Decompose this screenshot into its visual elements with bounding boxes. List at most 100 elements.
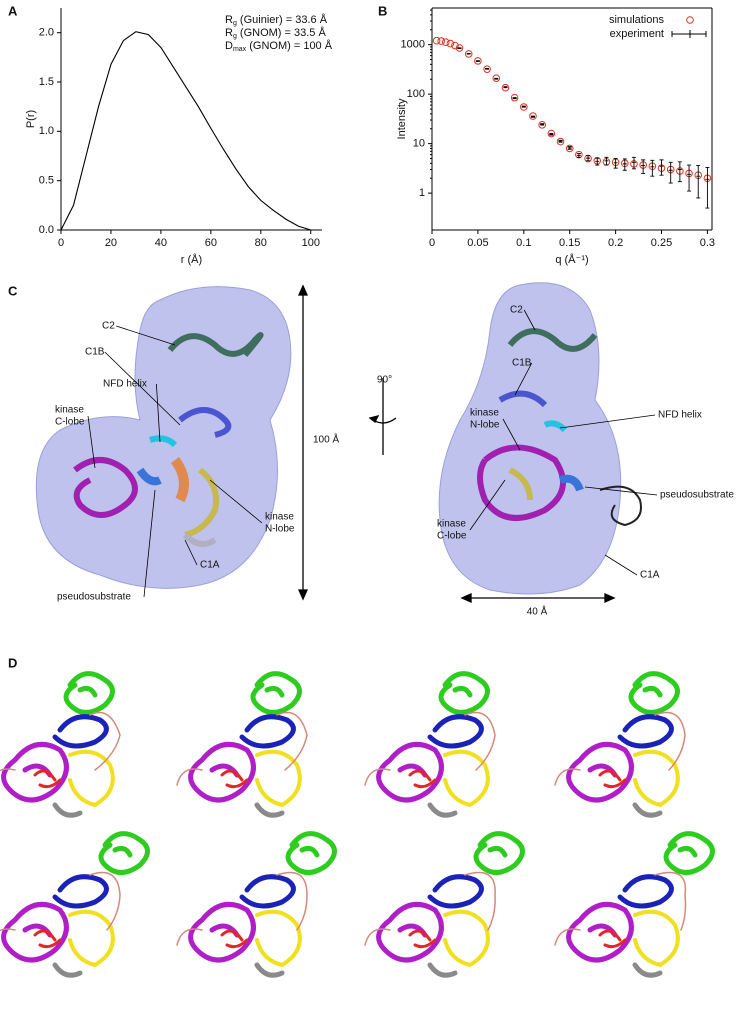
structure-label: N-lobe bbox=[265, 524, 295, 535]
ribbon bbox=[254, 962, 285, 978]
y-tick-label: 10 bbox=[413, 138, 425, 150]
ribbon bbox=[220, 929, 249, 949]
x-axis-label: r (Å) bbox=[181, 253, 202, 266]
ribbon bbox=[554, 711, 686, 786]
ribbon-right bbox=[477, 328, 642, 527]
leader-line bbox=[104, 351, 181, 426]
ribbon bbox=[617, 714, 674, 749]
structure-label: NFD helix bbox=[103, 379, 147, 390]
scale-label: 40 Å bbox=[527, 605, 548, 618]
ribbon bbox=[52, 802, 83, 818]
ensemble-model bbox=[176, 831, 337, 978]
ribbon bbox=[364, 871, 496, 946]
ribbon-left bbox=[73, 332, 264, 547]
ribbon bbox=[598, 769, 627, 789]
legend-marker bbox=[671, 30, 707, 38]
y-tick-label: 1.5 bbox=[39, 76, 54, 88]
ribbon bbox=[443, 909, 490, 968]
experiment-errorbar bbox=[549, 132, 554, 136]
ribbon bbox=[254, 802, 285, 818]
panel-label: D bbox=[8, 655, 17, 670]
panel-label: C bbox=[8, 283, 18, 298]
ribbon bbox=[632, 962, 663, 978]
ribbon bbox=[427, 962, 458, 978]
ribbon bbox=[427, 714, 484, 749]
panel-d-structures bbox=[0, 671, 715, 978]
annotation: Dmax (GNOM) = 100 Å bbox=[225, 39, 333, 53]
experiment-errorbar bbox=[631, 156, 636, 170]
ribbon bbox=[33, 769, 62, 789]
structure-label: kinase bbox=[265, 512, 294, 523]
experiment-errorbar bbox=[521, 105, 526, 108]
annotation: Rg (Guinier) = 33.6 Å bbox=[225, 13, 328, 27]
annotation-text: (GNOM) = 100 Å bbox=[246, 39, 333, 52]
leader-line bbox=[514, 362, 533, 396]
x-tick-label: 0.15 bbox=[559, 237, 580, 249]
simulation-point bbox=[575, 150, 583, 159]
leader-line bbox=[559, 414, 656, 429]
ribbon bbox=[220, 769, 249, 789]
structure-label: kinase bbox=[55, 405, 84, 416]
simulation-point bbox=[441, 38, 450, 47]
experiment-errorbar bbox=[687, 164, 692, 192]
experiment-errorbar bbox=[668, 161, 673, 184]
ribbon bbox=[250, 671, 302, 715]
pr-curve bbox=[60, 31, 311, 231]
experiment-errorbar bbox=[503, 86, 508, 89]
simulation-point bbox=[455, 44, 464, 52]
y-axis-label: Intensity bbox=[396, 98, 408, 139]
ensemble-model bbox=[364, 671, 496, 818]
annotation-symbol: R bbox=[225, 27, 233, 39]
leader-line bbox=[604, 554, 638, 576]
ribbon bbox=[255, 749, 302, 808]
leader-line bbox=[143, 489, 156, 598]
ribbon bbox=[473, 831, 525, 875]
annotation-text: (GNOM) = 33.5 Å bbox=[237, 26, 327, 39]
structure-label: N-lobe bbox=[470, 420, 500, 431]
leader-line bbox=[502, 418, 521, 451]
ribbon bbox=[68, 749, 115, 808]
annotation-text: (Guinier) = 33.6 Å bbox=[237, 13, 328, 26]
experiment-errorbar bbox=[512, 97, 517, 100]
x-tick-label: 20 bbox=[105, 237, 117, 249]
ribbon bbox=[376, 901, 444, 963]
structure-label: C-lobe bbox=[437, 531, 467, 542]
structure-label: NFD helix bbox=[658, 410, 702, 421]
ensemble-model bbox=[364, 831, 525, 978]
ensemble-model bbox=[176, 671, 308, 818]
y-tick-label: 1 bbox=[419, 187, 425, 199]
simulation-point bbox=[464, 50, 473, 58]
y-tick-label: 0.0 bbox=[39, 224, 54, 236]
ribbon bbox=[632, 802, 663, 818]
experiment-errorbar bbox=[622, 158, 627, 171]
x-tick-label: 60 bbox=[205, 237, 217, 249]
simulation-point bbox=[538, 121, 546, 129]
experiment-errorbar bbox=[475, 60, 480, 62]
ribbon bbox=[633, 909, 680, 968]
ribbon bbox=[255, 909, 302, 968]
y-tick-label: 2.0 bbox=[39, 27, 54, 39]
ribbon bbox=[554, 871, 687, 946]
ribbon bbox=[633, 749, 680, 808]
ribbon bbox=[0, 871, 121, 932]
structure-label: C1A bbox=[200, 560, 220, 571]
simulation-point bbox=[437, 37, 445, 45]
ribbon bbox=[1, 741, 69, 803]
ribbon bbox=[566, 901, 634, 963]
leader-line bbox=[184, 539, 198, 566]
y-tick-label: 1000 bbox=[401, 39, 425, 51]
simulation-point bbox=[474, 57, 482, 65]
experiment-errorbar bbox=[696, 165, 701, 199]
ribbon bbox=[663, 831, 715, 875]
experiment-errorbar bbox=[677, 161, 682, 183]
structure-label: C1B bbox=[85, 347, 105, 358]
legend-label: experiment bbox=[610, 28, 664, 40]
experiment-errorbar bbox=[659, 159, 664, 176]
simulation-point bbox=[451, 41, 459, 50]
envelope-right bbox=[438, 282, 622, 595]
rotation-label: 90° bbox=[377, 375, 392, 386]
leader-line bbox=[156, 383, 161, 443]
structure-label: C2 bbox=[102, 321, 115, 332]
ribbon bbox=[33, 929, 62, 949]
